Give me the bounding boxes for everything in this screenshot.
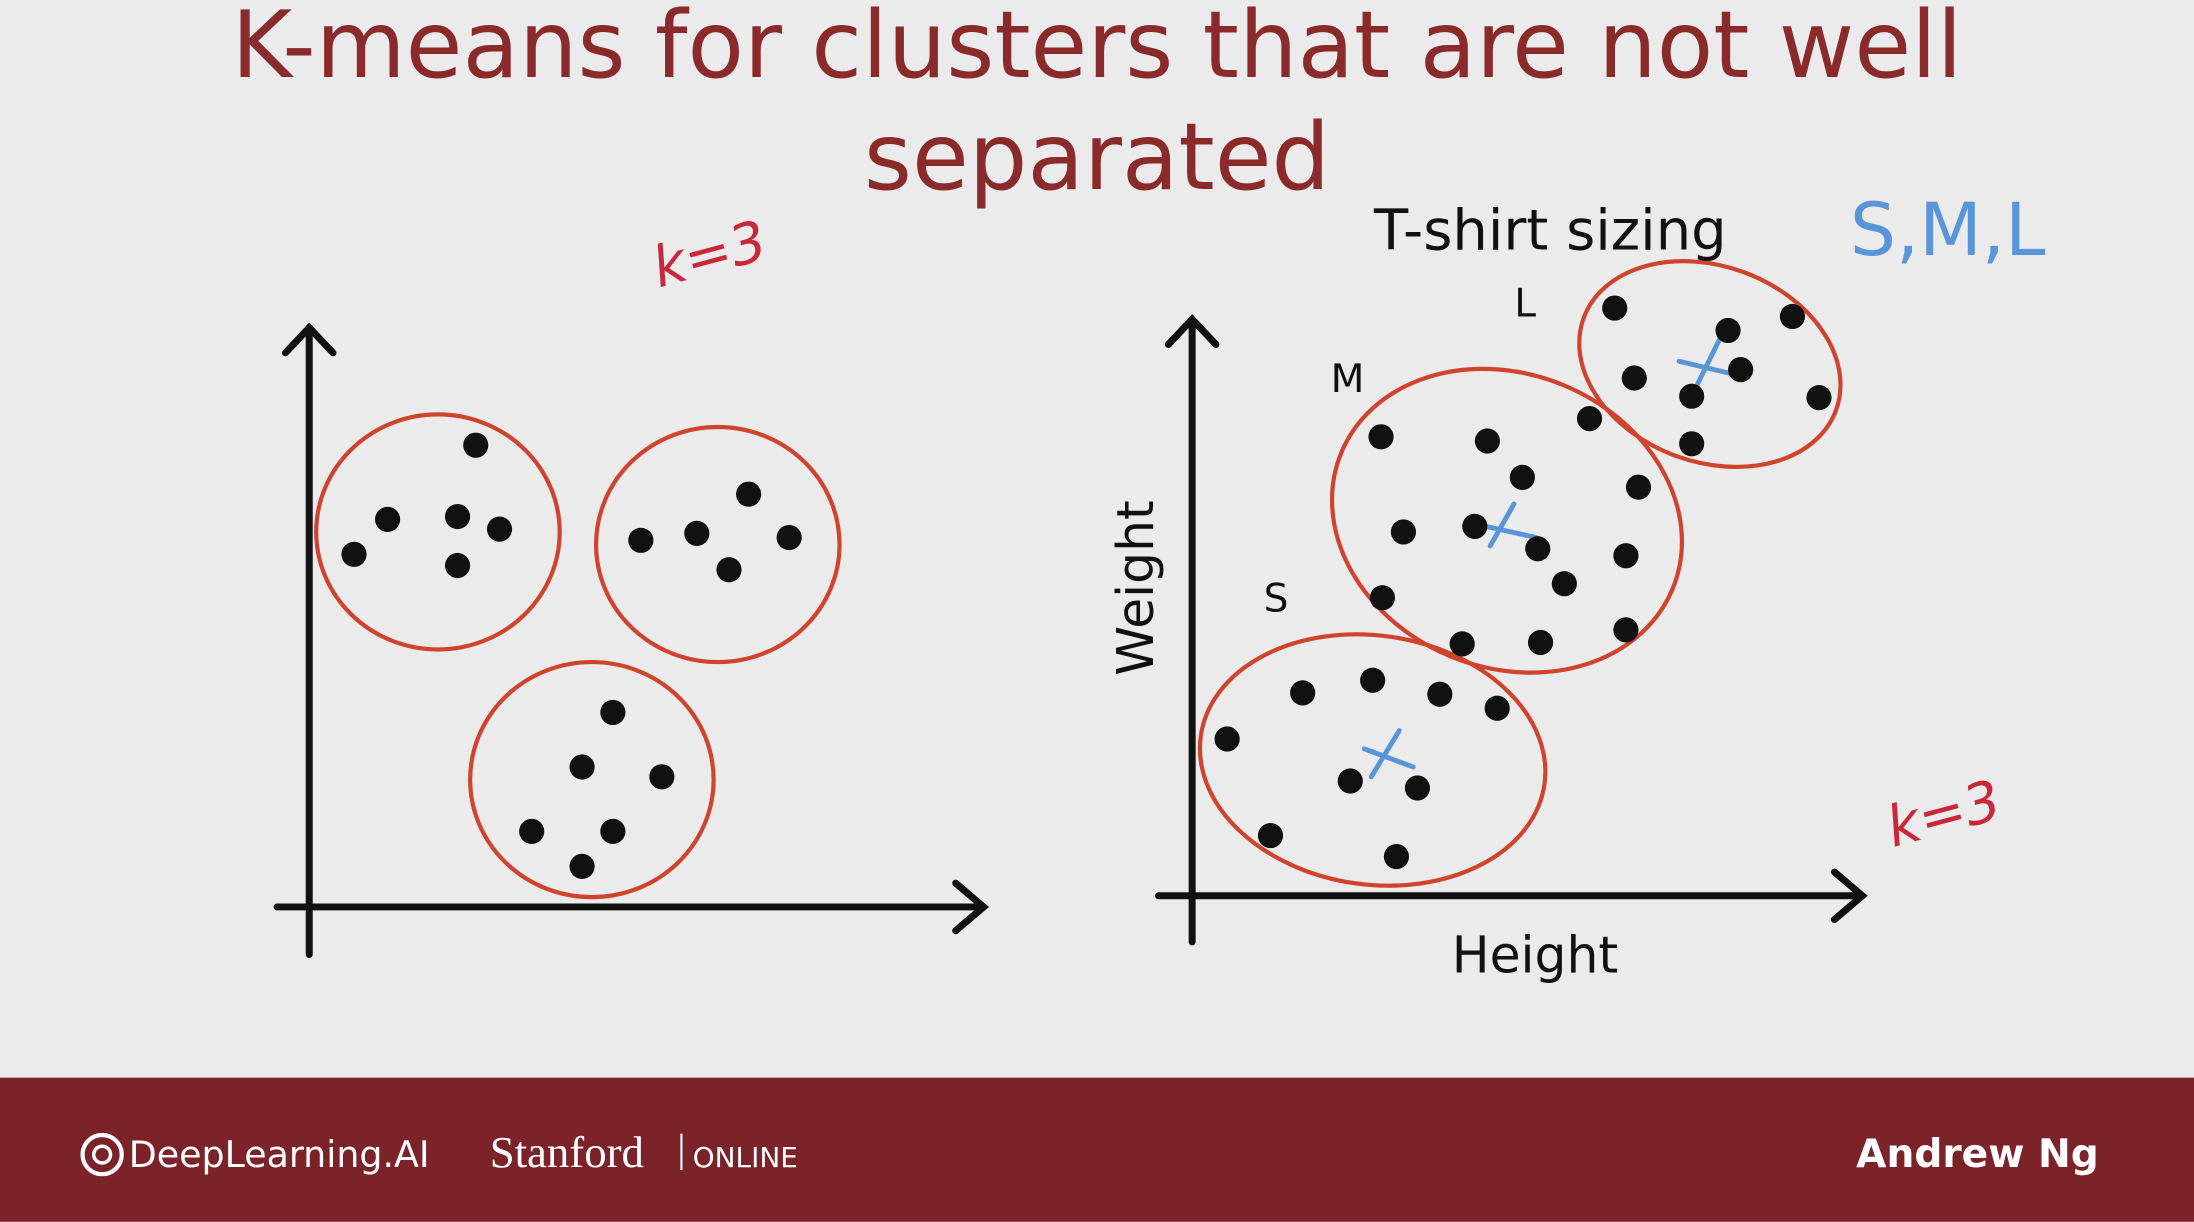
- point: [1368, 424, 1394, 450]
- point: [1474, 428, 1500, 454]
- point: [716, 557, 742, 583]
- point: [1214, 726, 1240, 752]
- cluster-label: M: [1331, 357, 1365, 402]
- brand-logo: [91, 1144, 113, 1165]
- point: [1779, 303, 1806, 330]
- y-label: Weight: [1106, 500, 1165, 675]
- point: [776, 524, 802, 551]
- point: [569, 853, 595, 879]
- point: [1527, 629, 1554, 656]
- footer-bar: [0, 1077, 2194, 1222]
- point: [519, 818, 545, 844]
- point: [1509, 464, 1535, 490]
- point: [374, 506, 401, 532]
- point: [1679, 383, 1705, 409]
- point: [1576, 406, 1603, 432]
- point: [1427, 681, 1453, 707]
- point: [649, 764, 675, 790]
- point: [600, 818, 626, 844]
- point: [341, 541, 367, 567]
- left-clusters: [314, 412, 842, 900]
- point: [1602, 295, 1628, 321]
- left-axes: [273, 322, 990, 959]
- cluster-label: L: [1514, 281, 1536, 326]
- point: [628, 527, 654, 553]
- point: [1715, 317, 1741, 344]
- university-suffix: ONLINE: [693, 1141, 798, 1174]
- heading: T-shirt sizing: [1373, 198, 1727, 263]
- point: [1679, 431, 1705, 457]
- point: [1613, 617, 1639, 643]
- point: [735, 481, 762, 507]
- point: [444, 503, 471, 530]
- point: [1404, 775, 1431, 801]
- point: [1449, 631, 1475, 657]
- data-points: [341, 295, 1832, 879]
- cluster-label: S: [1264, 577, 1289, 622]
- point: [1484, 695, 1510, 721]
- point: [569, 754, 595, 780]
- point: [1621, 365, 1647, 391]
- point: [1806, 385, 1832, 411]
- point: [1462, 513, 1488, 539]
- point: [1383, 843, 1410, 870]
- point: [486, 516, 513, 542]
- point: [1525, 536, 1551, 562]
- point: [1290, 680, 1316, 706]
- point: [1390, 519, 1417, 545]
- author: Andrew Ng: [1856, 1132, 2099, 1177]
- point: [600, 699, 626, 726]
- point: [1728, 357, 1754, 383]
- title: K-means for clusters that are not well se…: [232, 0, 1963, 211]
- point: [1257, 822, 1284, 849]
- point: [1369, 585, 1396, 611]
- point: [684, 520, 710, 546]
- x-label: Height: [1452, 926, 1618, 985]
- right-clusters: [1197, 259, 1843, 888]
- point: [1337, 768, 1363, 794]
- sizes-note: S,M,L: [1850, 188, 2046, 273]
- point: [1625, 474, 1652, 500]
- point: [1360, 667, 1386, 693]
- brand: DeepLearning.AI: [129, 1133, 430, 1176]
- right-axes: [1155, 314, 1868, 946]
- point: [1613, 543, 1639, 569]
- brand-logo: [80, 1132, 124, 1177]
- point: [1551, 571, 1577, 597]
- university: Stanford: [490, 1127, 644, 1177]
- point: [444, 552, 471, 579]
- point: [463, 432, 489, 458]
